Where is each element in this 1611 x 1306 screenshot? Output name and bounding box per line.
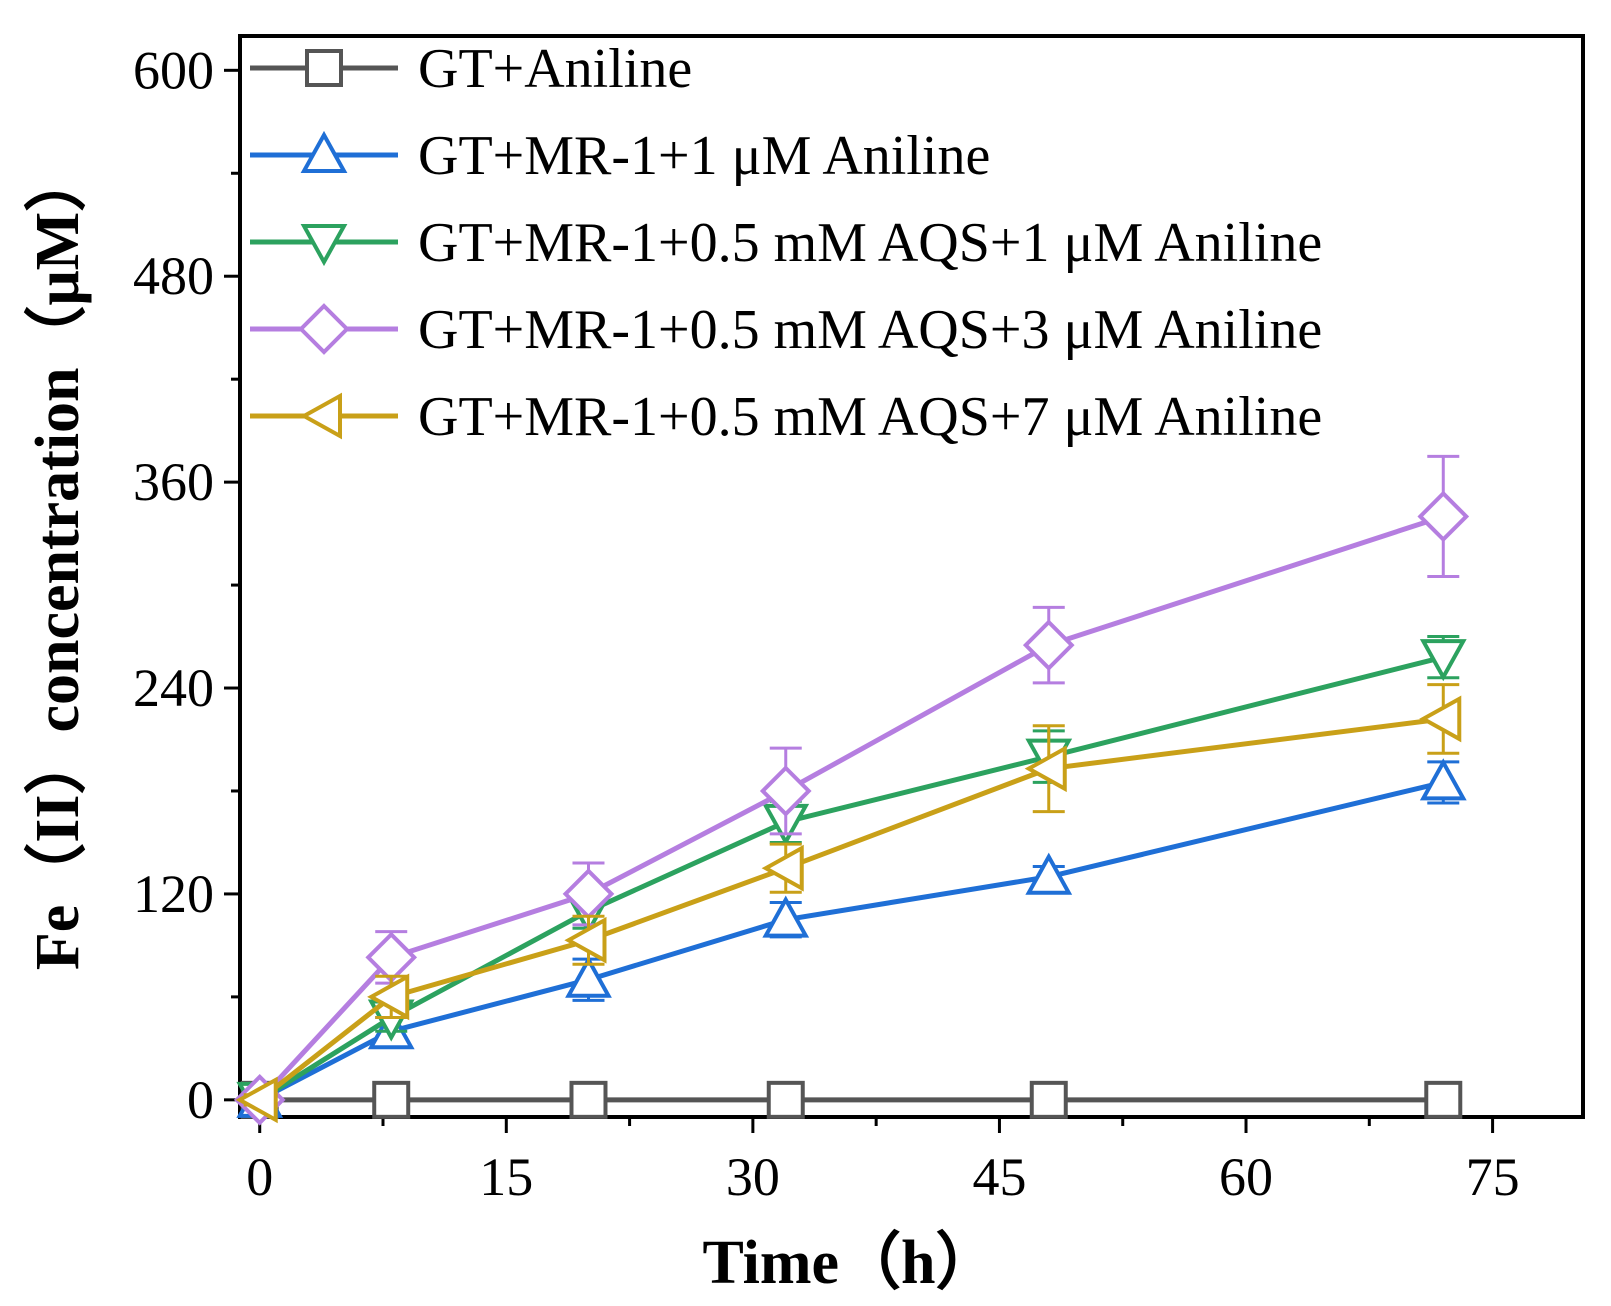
legend-entry-3: GT+MR-1+0.5 mM AQS+1 μM Aniline — [250, 212, 1322, 274]
data-point — [1417, 490, 1470, 543]
x-tick-label: 45 — [972, 1147, 1026, 1207]
data-point — [372, 1080, 411, 1119]
data-point — [1419, 758, 1467, 801]
series-layer — [233, 454, 1470, 1126]
legend-marker — [299, 392, 342, 440]
legend-label: GT+MR-1+1 μM Aniline — [418, 125, 990, 187]
data-point — [367, 973, 410, 1021]
legend-marker — [305, 49, 343, 87]
legend-entry-2: GT+MR-1+1 μM Aniline — [250, 125, 990, 187]
series-5 — [235, 683, 1462, 1124]
y-tick-label: 240 — [133, 658, 214, 718]
series-line — [258, 716, 1444, 1102]
data-point — [766, 1080, 805, 1119]
data-point — [759, 765, 812, 817]
data-point — [569, 1080, 608, 1119]
legend-label: GT+MR-1+0.5 mM AQS+3 μM Aniline — [418, 299, 1322, 361]
legend-label: GT+MR-1+0.5 mM AQS+7 μM Aniline — [418, 386, 1322, 448]
plot-border — [238, 34, 1585, 1119]
series-line — [257, 514, 1445, 1102]
data-point — [564, 916, 607, 964]
x-tick-label: 60 — [1219, 1147, 1273, 1207]
x-tick-label: 75 — [1466, 1147, 1520, 1207]
data-point — [562, 868, 615, 920]
legend-marker — [300, 130, 348, 173]
data-point — [1419, 695, 1462, 743]
x-tick-label: 0 — [246, 1147, 273, 1207]
legend-marker — [298, 303, 350, 355]
y-tick-label: 480 — [133, 246, 214, 306]
y-axis-title: Fe（II）concentration（μM） — [22, 150, 92, 970]
data-point — [761, 844, 804, 892]
series-2 — [236, 758, 1467, 1118]
data-point — [565, 955, 612, 998]
legend-marker — [300, 224, 348, 267]
data-point — [1029, 1080, 1068, 1119]
data-point — [1419, 639, 1467, 682]
legend-label: GT+MR-1+0.5 mM AQS+1 μM Aniline — [418, 212, 1322, 274]
data-point — [1024, 745, 1067, 793]
y-tick-label: 360 — [133, 452, 214, 512]
legend-label: GT+Aniline — [418, 38, 692, 100]
series-1 — [240, 1080, 1463, 1119]
series-line — [258, 779, 1444, 1103]
y-tick-label: 120 — [133, 864, 214, 924]
y-tick-label: 0 — [187, 1070, 214, 1130]
series-3 — [236, 635, 1467, 1124]
data-point — [1025, 852, 1073, 895]
x-tick-label: 15 — [479, 1147, 533, 1207]
series-line — [258, 654, 1444, 1102]
data-point — [762, 895, 810, 938]
legend: GT+Aniline GT+MR-1+1 μM Aniline GT+MR-1+0.… — [250, 38, 1322, 448]
plot-frame: 0 15 30 45 60 75 0 120 240 360 480 600 — [133, 34, 1585, 1207]
legend-entry-4: GT+MR-1+0.5 mM AQS+3 μM Aniline — [250, 299, 1322, 361]
data-point — [235, 1076, 278, 1124]
legend-entry-5: GT+MR-1+0.5 mM AQS+7 μM Aniline — [250, 386, 1322, 448]
data-point — [1424, 1080, 1463, 1119]
x-axis-title: Time（h） — [702, 1227, 997, 1297]
data-point — [1022, 619, 1075, 671]
legend-entry-1: GT+Aniline — [250, 38, 692, 100]
y-tick-label: 600 — [133, 40, 214, 100]
x-tick-label: 30 — [726, 1147, 780, 1207]
